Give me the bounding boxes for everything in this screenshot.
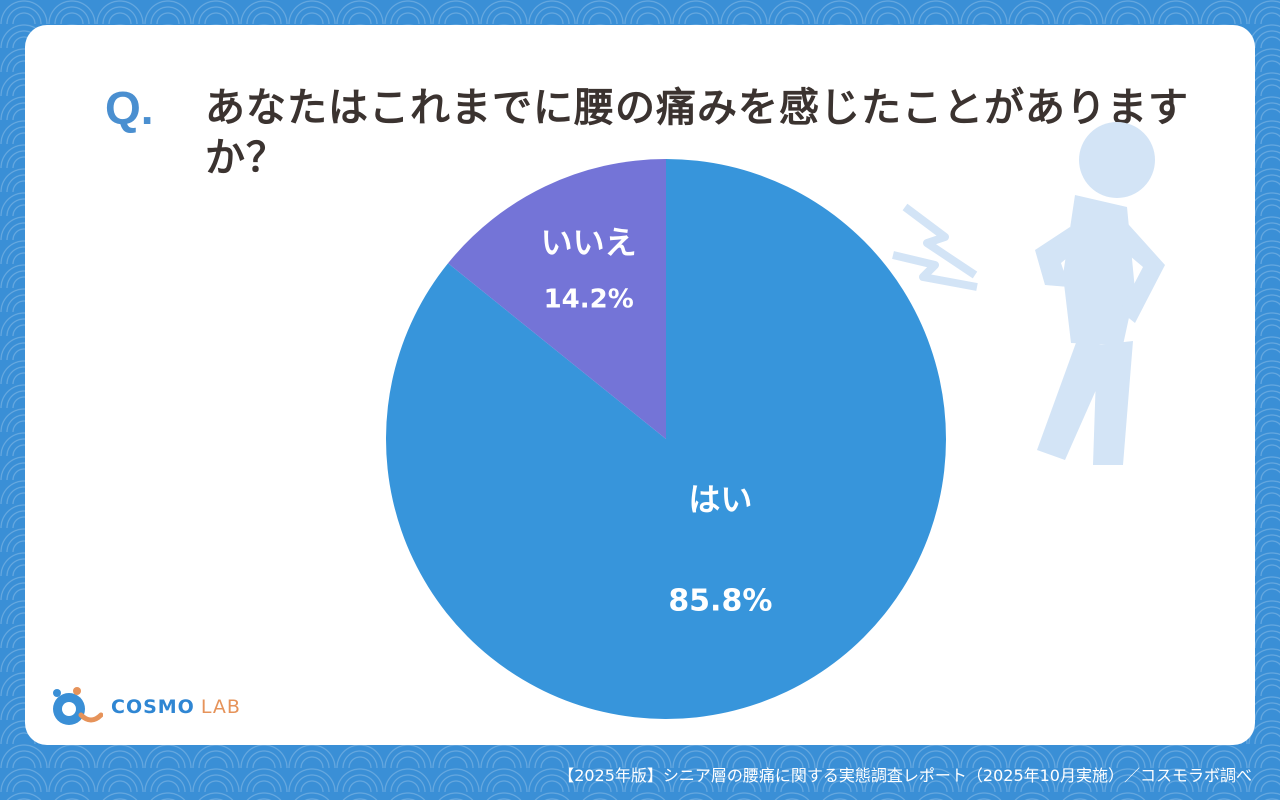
figure-hand-on-back xyxy=(1035,227,1080,287)
back-pain-figure-icon xyxy=(892,122,1165,465)
logo-lab-text: LAB xyxy=(200,696,241,718)
pie-slice-value-0: 85.8% xyxy=(668,584,772,619)
survey-card: Q. あなたはこれまでに腰の痛みを感じたことがありますか？ はい 85.8% いいえ… xyxy=(25,25,1255,745)
pie-slice-value-1: 14.2% xyxy=(544,284,634,314)
pie-chart: はい 85.8% いいえ 14.2% xyxy=(386,159,946,719)
figure-leg-right xyxy=(1093,341,1133,465)
cosmo-lab-logo: COSMO LAB xyxy=(47,685,241,729)
logo-cosmo-text: COSMO xyxy=(111,696,195,718)
figure-arm xyxy=(1105,215,1165,323)
question-text: あなたはこれまでに腰の痛みを感じたことがありますか？ xyxy=(205,85,1189,181)
question-mark-label: Q. xyxy=(105,82,154,134)
figure-leg-left xyxy=(1037,340,1115,460)
footer-source: 【2025年版】シニア層の腰痛に関する実態調査レポート（2025年10月実施）／… xyxy=(558,766,1252,785)
cosmo-lab-logo-icon xyxy=(53,687,103,725)
pain-lightning-icon xyxy=(892,203,978,291)
figure-head xyxy=(1079,122,1155,198)
pie-slice-label-0: はい xyxy=(688,481,752,519)
pie-slice-label-1: いいえ xyxy=(541,223,637,261)
pie-slice-1 xyxy=(448,159,666,439)
